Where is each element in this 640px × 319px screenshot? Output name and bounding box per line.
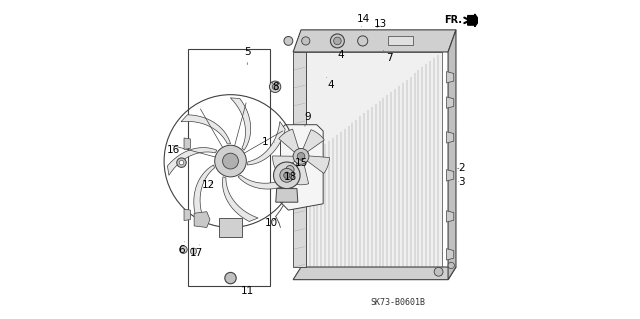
Polygon shape	[273, 154, 295, 172]
Circle shape	[223, 153, 239, 169]
Polygon shape	[223, 177, 258, 221]
Polygon shape	[230, 98, 251, 150]
Text: 1: 1	[262, 137, 275, 147]
Circle shape	[448, 262, 454, 269]
Circle shape	[190, 248, 196, 254]
Text: 7: 7	[383, 50, 393, 63]
Text: FR.: FR.	[444, 15, 462, 26]
Polygon shape	[181, 115, 230, 144]
Polygon shape	[184, 138, 190, 149]
Text: 15: 15	[295, 158, 308, 168]
Bar	[188, 49, 270, 286]
Bar	[306, 52, 442, 267]
FancyArrow shape	[468, 14, 479, 27]
Circle shape	[180, 246, 187, 253]
Circle shape	[358, 36, 368, 46]
Circle shape	[272, 84, 278, 90]
Polygon shape	[293, 267, 456, 280]
Polygon shape	[168, 148, 217, 175]
Circle shape	[269, 81, 281, 93]
Text: 17: 17	[190, 245, 204, 258]
Text: 3: 3	[458, 177, 465, 187]
Polygon shape	[280, 125, 323, 210]
Circle shape	[177, 158, 186, 167]
Text: SK73-B0601B: SK73-B0601B	[370, 298, 425, 307]
Text: 6: 6	[178, 242, 185, 255]
Circle shape	[333, 37, 341, 45]
Text: 14: 14	[357, 14, 371, 27]
Circle shape	[286, 166, 294, 174]
Polygon shape	[447, 249, 454, 260]
Circle shape	[297, 152, 305, 160]
Text: 9: 9	[305, 112, 311, 126]
Polygon shape	[279, 129, 301, 152]
Circle shape	[293, 148, 309, 164]
Circle shape	[286, 162, 294, 170]
Polygon shape	[447, 71, 454, 83]
Polygon shape	[447, 97, 454, 108]
Polygon shape	[184, 209, 190, 220]
Circle shape	[434, 267, 443, 276]
Text: 5: 5	[244, 47, 251, 65]
Text: 10: 10	[264, 218, 278, 228]
Circle shape	[225, 272, 236, 284]
Polygon shape	[293, 30, 456, 52]
Polygon shape	[276, 189, 298, 202]
Text: 16: 16	[167, 145, 180, 155]
Circle shape	[301, 37, 310, 45]
Polygon shape	[238, 175, 292, 189]
Polygon shape	[248, 122, 285, 165]
Text: 12: 12	[202, 180, 215, 190]
Circle shape	[214, 145, 246, 177]
Circle shape	[284, 172, 290, 178]
Circle shape	[179, 160, 184, 165]
Text: 18: 18	[284, 172, 298, 182]
Text: 11: 11	[241, 286, 255, 296]
Text: 8: 8	[272, 82, 278, 92]
Text: 4: 4	[335, 47, 344, 60]
Polygon shape	[194, 165, 214, 218]
Circle shape	[284, 36, 293, 45]
Polygon shape	[447, 211, 454, 222]
Polygon shape	[447, 170, 454, 181]
Text: 13: 13	[374, 19, 387, 28]
Text: 2: 2	[458, 163, 465, 173]
Polygon shape	[448, 30, 456, 280]
Polygon shape	[303, 130, 324, 154]
Text: 4: 4	[326, 77, 334, 90]
Polygon shape	[447, 132, 454, 143]
Polygon shape	[194, 212, 210, 227]
Bar	[293, 52, 306, 267]
Circle shape	[273, 162, 300, 189]
Polygon shape	[292, 163, 308, 185]
Polygon shape	[388, 36, 413, 45]
Polygon shape	[306, 156, 330, 174]
Circle shape	[280, 168, 294, 182]
Bar	[220, 218, 241, 237]
Circle shape	[330, 34, 344, 48]
